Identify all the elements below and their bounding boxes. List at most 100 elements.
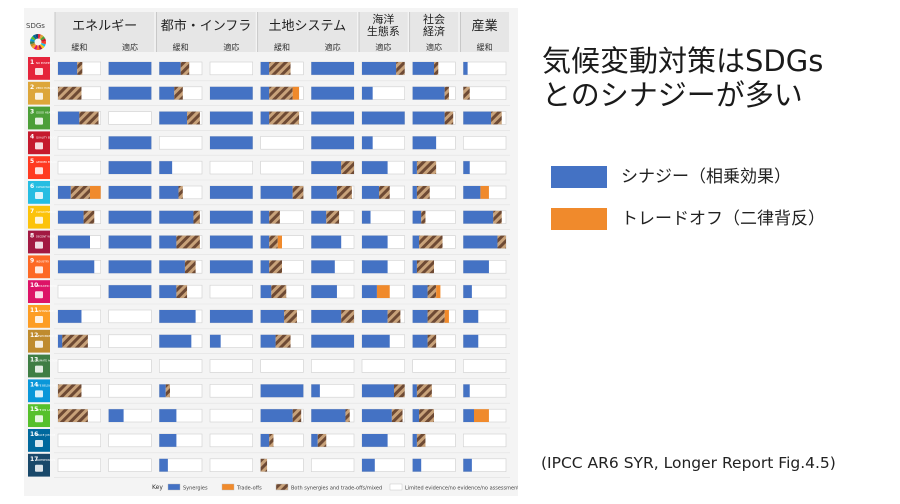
sdg-number: 7	[30, 208, 34, 215]
synergy-bar	[362, 434, 388, 447]
synergy-bar	[362, 235, 388, 249]
sdg-wheel-center	[34, 38, 42, 46]
synergy-bar	[463, 458, 472, 472]
cell-box	[209, 384, 253, 398]
mixed-bar	[497, 235, 506, 249]
synergy-bar	[58, 260, 95, 274]
synergy-bar	[108, 409, 124, 422]
sdg-number: 12	[30, 332, 38, 339]
synergy-bar	[311, 334, 354, 348]
mixed-bar	[58, 409, 88, 422]
sdg-row: 3 GOOD HEALTH	[28, 106, 510, 131]
title-line-2: とのシナジーが多い	[542, 78, 803, 112]
tradeoff-bar	[90, 186, 101, 199]
cell-box	[108, 309, 152, 324]
group-header-label: 海洋	[372, 12, 394, 26]
cell-box	[260, 160, 304, 175]
mixed-bar	[271, 285, 287, 298]
group-header-bg	[409, 12, 459, 52]
mixed-bar	[260, 458, 268, 472]
sdg-pictogram-icon	[35, 92, 43, 100]
mixed-bar	[269, 434, 274, 447]
sdg-pictogram-icon	[35, 390, 43, 398]
synergy-bar	[108, 186, 152, 199]
sdg-number: 10	[30, 282, 38, 289]
synergy-bar	[311, 285, 337, 298]
cell-box	[209, 160, 253, 175]
synergy-bar	[311, 384, 320, 398]
synergy-bar	[311, 62, 354, 75]
cell-box	[57, 160, 101, 175]
sdg-number: 3	[30, 109, 34, 116]
mixed-bar	[187, 111, 200, 125]
sdg-name: REDUCED INEQUALITIES	[36, 284, 68, 288]
synergy-bar	[412, 161, 417, 174]
synergy-bar	[412, 86, 445, 100]
cell-box	[209, 408, 253, 423]
mixed-bar	[70, 186, 90, 199]
synergy-bar	[412, 458, 422, 472]
mixed-bar	[416, 384, 432, 398]
sdg-number: 2	[30, 84, 34, 91]
chart-background	[24, 8, 518, 496]
synergy-bar	[58, 111, 80, 125]
cell-box	[57, 136, 101, 150]
synergy-bar	[159, 409, 177, 422]
slide-title: 気候変動対策はSDGs とのシナジーが多い	[542, 44, 892, 112]
mixed-bar	[444, 86, 449, 100]
synergy-bar	[412, 62, 434, 75]
mixed-bar	[62, 334, 88, 348]
synergy-bar	[210, 86, 253, 100]
cell-box	[311, 458, 355, 472]
tradeoff-bar	[474, 409, 489, 422]
sdg-number: 15	[30, 406, 38, 413]
synergy-bar	[210, 235, 253, 249]
synergy-bar	[362, 86, 373, 100]
group-header-label: 産業	[472, 18, 498, 34]
tradeoff-bar	[444, 310, 449, 323]
sdg-pictogram-icon	[35, 365, 43, 373]
sdg-name: GENDER EQUALITY	[36, 160, 61, 164]
column-subheader: 適応	[223, 42, 239, 52]
mixed-bar	[463, 86, 470, 100]
mixed-bar	[317, 434, 327, 447]
synergy-bar	[108, 235, 152, 249]
synergy-bar	[210, 310, 253, 323]
mixed-bar	[178, 186, 183, 199]
synergy-bar	[311, 86, 354, 100]
column-subheader: 適応	[122, 42, 138, 52]
mixed-bar	[419, 235, 443, 249]
key-item-label: Trade-offs	[236, 486, 262, 492]
mixed-bar	[180, 62, 190, 75]
mixed-bar	[326, 210, 340, 224]
synergy-bar	[362, 285, 377, 298]
cell-box	[463, 433, 507, 448]
tradeoff-bar	[376, 285, 390, 298]
cell-box	[463, 359, 507, 373]
tradeoff-bar	[480, 186, 489, 199]
sdg-number: 5	[30, 158, 34, 165]
sdg-row: 9 INDUSTRY	[28, 255, 510, 280]
synergy-bar	[362, 111, 405, 125]
group-header-label: 生態系	[367, 24, 400, 38]
sdg-number: 13	[30, 357, 38, 364]
column-subheader: 緩和	[274, 42, 290, 52]
synergy-bar	[412, 409, 420, 422]
mixed-bar	[379, 186, 390, 199]
synergy-bar	[412, 384, 417, 398]
mixed-bar	[269, 86, 293, 100]
mixed-bar	[269, 260, 282, 274]
mixed-bar	[491, 111, 502, 125]
group-header-label: エネルギー	[72, 19, 137, 34]
synergy-bar	[159, 334, 192, 348]
group-header-bg	[257, 12, 357, 52]
cell-box	[159, 136, 203, 150]
synergy-bar	[412, 310, 428, 323]
sdg-name: ZERO HUNGER	[36, 86, 56, 90]
mixed-bar	[336, 186, 352, 199]
synergy-bar	[463, 409, 474, 422]
sdg-number: 14	[30, 381, 38, 388]
mixed-bar	[269, 235, 278, 249]
